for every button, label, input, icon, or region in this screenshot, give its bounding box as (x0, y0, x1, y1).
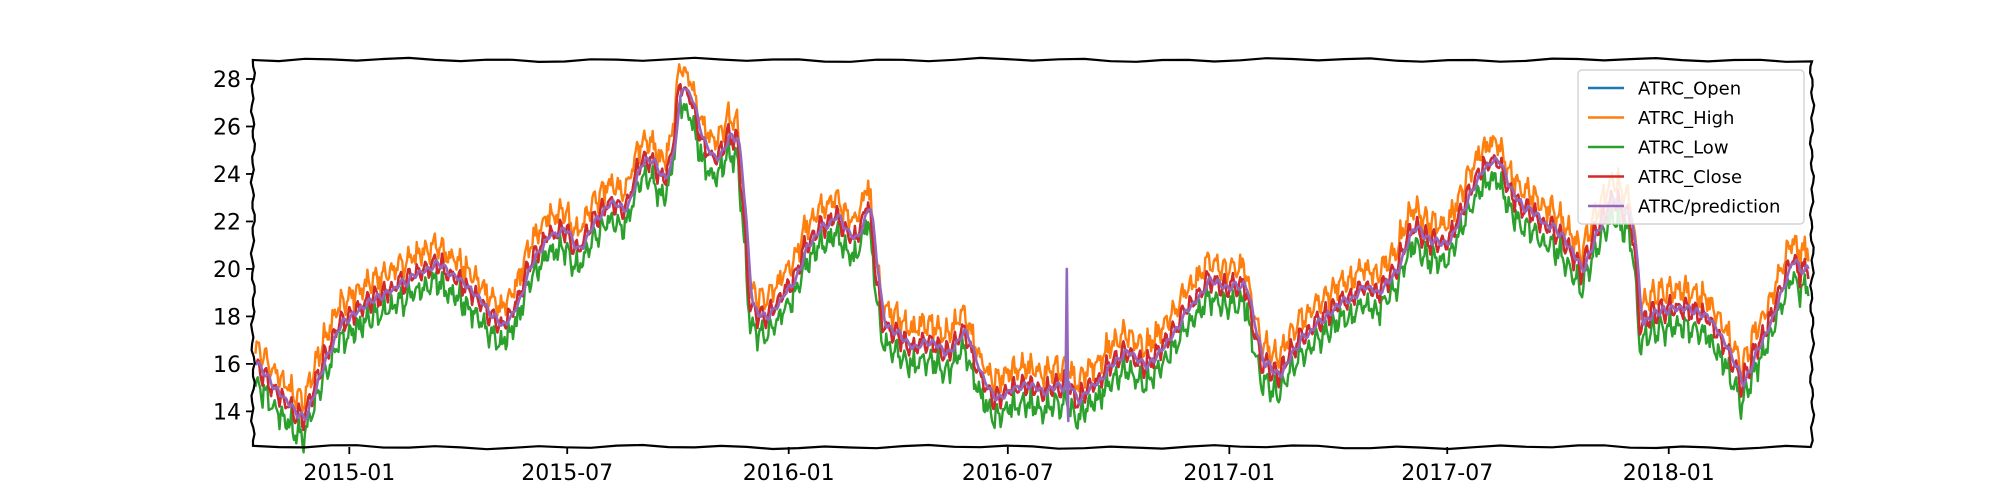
legend-label: ATRC_High (1638, 108, 1734, 129)
x-tick-label: 2016-07 (962, 461, 1054, 486)
y-tick-label: 24 (213, 163, 241, 188)
y-axis: 14 16 18 20 22 24 26 28 (213, 68, 253, 425)
series-line-atrc-low (254, 97, 1810, 454)
x-tick-label: 2016-01 (743, 461, 835, 486)
legend: ATRC_Open ATRC_High ATRC_Low ATRC_Close ATRC… (1577, 69, 1805, 225)
legend-label: ATRC_Open (1638, 79, 1741, 100)
y-tick-label: 18 (213, 305, 241, 330)
series-line-atrc-close (254, 83, 1810, 432)
legend-box (1577, 69, 1805, 225)
series-layer (254, 63, 1810, 454)
y-tick-label: 28 (213, 68, 241, 93)
legend-label: ATRC/prediction (1638, 197, 1780, 218)
y-tick-label: 20 (213, 258, 241, 283)
plot-frame (249, 56, 1816, 451)
y-tick-label: 22 (213, 210, 241, 235)
x-tick-label: 2015-01 (303, 461, 395, 486)
series-line-atrc-prediction (254, 87, 1810, 423)
x-tick-label: 2018-01 (1623, 461, 1715, 486)
y-tick-label: 16 (213, 353, 241, 378)
series-line-atrc-high (254, 63, 1810, 413)
y-tick-label: 14 (213, 400, 241, 425)
legend-label: ATRC_Low (1638, 138, 1729, 159)
x-tick-label: 2017-01 (1183, 461, 1275, 486)
x-axis: 2015-01 2015-07 2016-01 2016-07 2017-01 2017-… (303, 447, 1715, 486)
x-tick-label: 2017-07 (1401, 461, 1493, 486)
y-tick-label: 26 (213, 115, 241, 140)
legend-label: ATRC_Close (1638, 167, 1742, 188)
x-tick-label: 2015-07 (521, 461, 613, 486)
